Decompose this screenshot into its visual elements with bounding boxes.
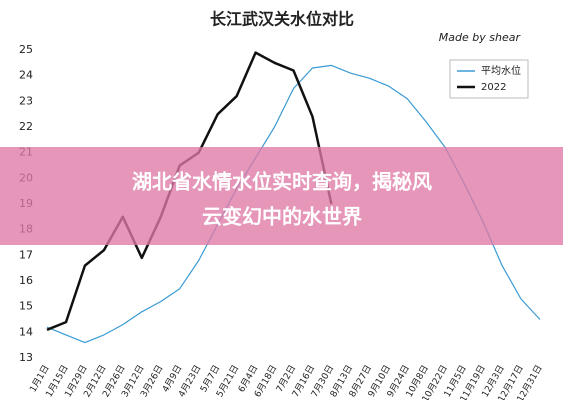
chart-title: 长江武汉关水位对比 (210, 10, 354, 29)
y-tick-label: 17 (19, 248, 33, 261)
y-tick-label: 15 (19, 300, 33, 313)
y-tick-label: 16 (19, 274, 33, 287)
legend: 平均水位 2022 (457, 64, 521, 93)
chart-subtitle: Made by shear (439, 31, 522, 44)
y-tick-label: 25 (19, 43, 33, 56)
y-tick-label: 13 (19, 351, 33, 364)
banner (0, 147, 563, 245)
y-tick-label: 24 (19, 69, 33, 82)
y-tick-label: 22 (19, 120, 33, 133)
banner-text: 云变幻中的水世界 (202, 205, 362, 229)
y-tick-label: 14 (19, 325, 33, 338)
banner-text: 湖北省水情水位实时查询，揭秘风 (132, 170, 432, 194)
legend-label: 平均水位 (481, 64, 521, 77)
y-tick-label: 23 (19, 94, 33, 107)
legend-box (449, 59, 529, 99)
legend-label: 2022 (481, 82, 506, 93)
